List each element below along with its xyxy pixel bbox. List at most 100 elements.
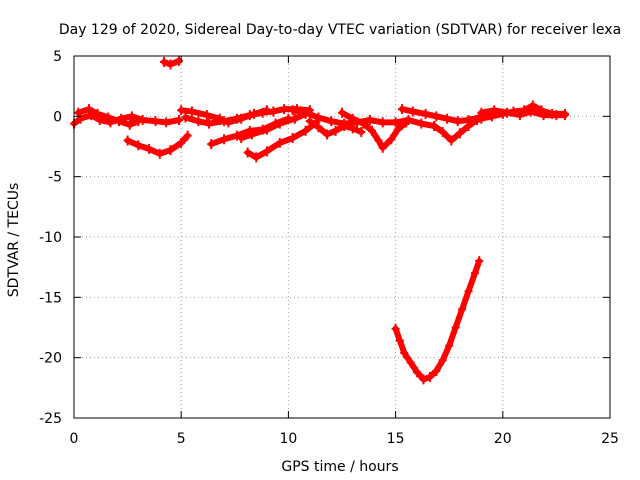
data-point [162,117,171,128]
data-point [560,110,569,121]
y-tick-label: -15 [39,290,62,306]
data-point [374,135,383,146]
data-point [85,104,94,115]
series-arc-15h-19h-v [391,256,484,385]
data-point [205,118,214,129]
data-point [220,134,229,145]
data-point [552,110,561,121]
data-point [175,114,184,125]
x-tick-label: 15 [387,431,405,447]
data-point [438,355,447,366]
data-point [408,106,417,117]
data-point [430,120,439,131]
data-point [387,134,396,145]
data-point [280,104,289,115]
series-arc-2h-5h [123,130,192,159]
data-point [365,114,374,125]
data-point [250,108,259,119]
data-point [419,374,428,385]
chart-title: Day 129 of 2020, Sidereal Day-to-day VTE… [59,22,621,38]
data-point [275,137,284,148]
data-point [515,110,524,121]
data-point [477,107,486,118]
y-axis-label: SDTVAR / TECUs [6,183,22,298]
data-point [378,117,387,128]
data-series [70,55,569,385]
data-point [475,256,484,267]
data-point [357,127,366,138]
data-point [237,113,246,124]
data-point [413,367,422,378]
x-tick-label: 20 [494,431,512,447]
x-tick-label: 5 [177,431,186,447]
data-point [338,107,346,118]
data-point [314,122,323,133]
data-point [327,116,336,127]
data-point [145,143,154,154]
data-point [432,111,441,122]
data-point [262,124,271,135]
data-point [490,105,499,116]
data-point [400,347,409,358]
data-point [395,335,404,346]
data-point [177,137,186,148]
data-point [166,145,175,156]
data-point [417,118,426,129]
data-point [275,118,284,129]
data-point [348,113,357,124]
data-point [76,113,85,124]
y-tick-label: -10 [39,230,62,246]
data-point [224,117,233,128]
data-point [123,135,132,146]
data-point [391,323,400,334]
data-point [378,142,387,153]
data-point [288,105,297,116]
data-point [183,130,192,141]
data-point [237,133,246,144]
data-point [290,113,299,124]
y-tick-label: -25 [39,411,62,427]
data-point [455,128,464,139]
data-point [288,133,297,144]
data-point [331,125,340,136]
data-point [539,110,548,121]
data-point [127,111,136,122]
data-point [348,123,357,134]
data-point [252,152,261,163]
data-point [166,59,175,70]
data-point [134,140,143,151]
data-point [425,371,434,382]
data-point [447,135,456,146]
data-point [314,112,323,123]
series-arc-19h-23h-b [477,105,569,121]
data-point [301,125,310,136]
data-point [269,106,278,117]
data-point [262,146,271,157]
data-point [503,107,512,118]
data-point [305,116,314,127]
series-arc-11h-13h-b [305,116,366,140]
data-point [458,304,467,315]
data-point [470,268,479,279]
data-point [443,113,452,124]
data-point [453,116,462,127]
data-point [432,365,441,376]
data-point [160,57,169,68]
x-tick-label: 0 [70,431,79,447]
series-arc-5h-7h-b [177,105,271,128]
data-point [464,286,473,297]
axis-ticks: 0 5 10 15 20 25 5 0 -5 -10 -15 -20 -25 [39,49,619,447]
data-point [466,116,475,127]
data-point [393,124,402,135]
data-point [368,125,377,136]
data-point [247,129,256,140]
data-point [215,113,224,124]
data-point [115,116,124,127]
data-point [402,117,411,128]
data-point [359,118,368,129]
y-tick-label: 5 [53,49,62,65]
data-point [406,357,415,368]
data-point [340,120,349,131]
